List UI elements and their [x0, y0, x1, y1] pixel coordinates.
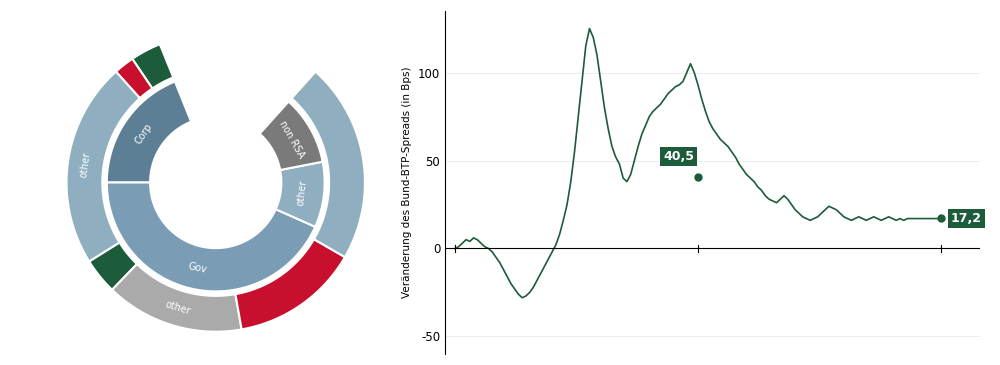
Polygon shape — [107, 182, 315, 291]
Text: 40,5: 40,5 — [663, 150, 694, 163]
Text: non RSA: non RSA — [277, 119, 306, 160]
Text: other: other — [296, 179, 309, 206]
Polygon shape — [107, 81, 191, 182]
Text: 17,2: 17,2 — [951, 212, 982, 225]
Y-axis label: Veränderung des Bund-BTP-Spreads (in Bps): Veränderung des Bund-BTP-Spreads (in Bps… — [402, 67, 412, 298]
Polygon shape — [292, 72, 365, 257]
Polygon shape — [260, 101, 323, 170]
Polygon shape — [235, 239, 345, 329]
Text: Gov: Gov — [187, 261, 208, 275]
Polygon shape — [116, 59, 152, 98]
Text: Corp: Corp — [133, 122, 154, 146]
Text: other: other — [79, 151, 92, 178]
Text: other: other — [163, 299, 191, 316]
Polygon shape — [112, 264, 242, 332]
Polygon shape — [67, 72, 140, 262]
Polygon shape — [89, 243, 137, 290]
Polygon shape — [276, 162, 325, 227]
Polygon shape — [132, 44, 173, 88]
